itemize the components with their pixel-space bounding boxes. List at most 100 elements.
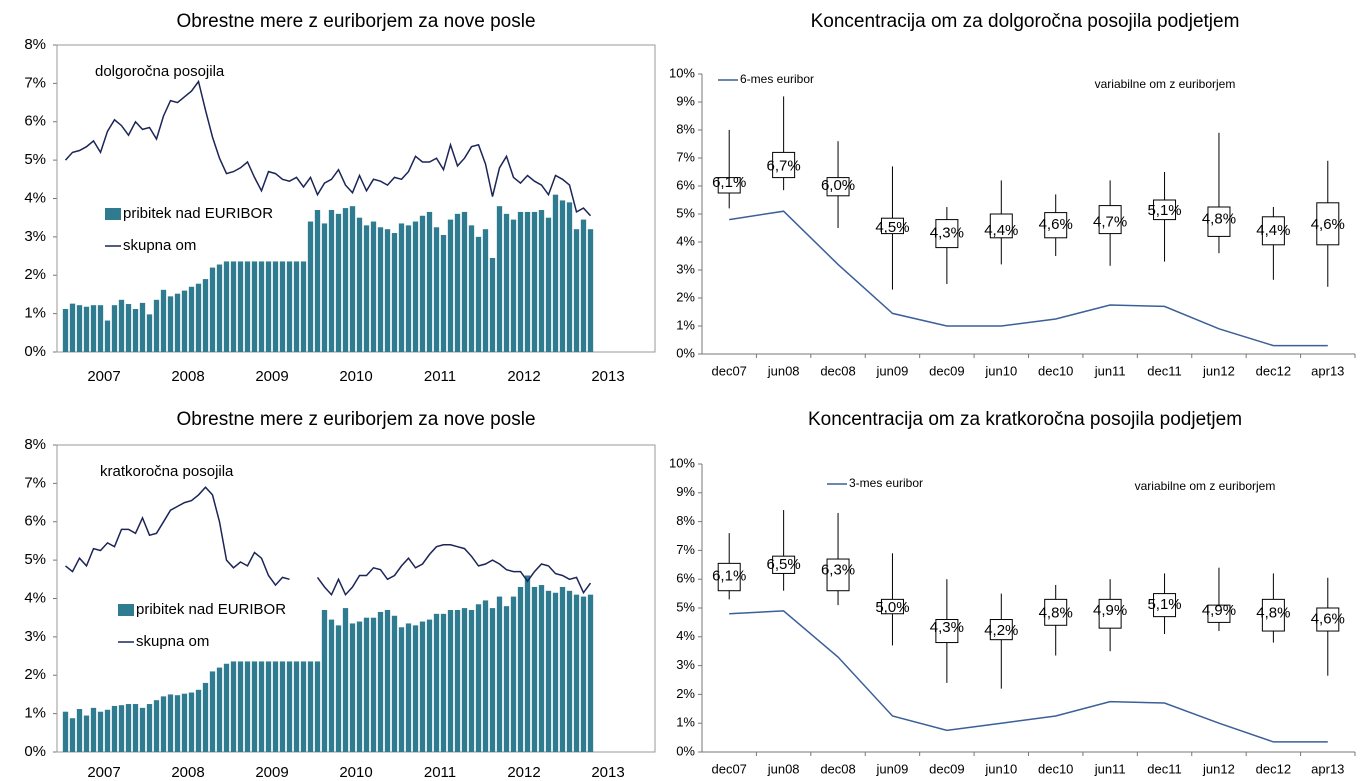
x-tick-label: apr13	[1311, 363, 1344, 378]
bar	[181, 693, 188, 752]
bar	[566, 590, 573, 752]
bar	[146, 314, 153, 352]
bar	[90, 305, 97, 352]
y-tick-label: 2%	[24, 266, 46, 283]
bar	[328, 619, 335, 752]
bar	[356, 217, 363, 352]
bar	[475, 236, 482, 352]
x-tick-label: dec08	[820, 761, 855, 776]
x-tick-label: 2010	[339, 368, 372, 385]
box	[880, 598, 904, 615]
x-tick-label: 2009	[255, 764, 288, 781]
x-tick-label: 2012	[507, 368, 540, 385]
box	[1316, 202, 1340, 246]
bar	[524, 575, 531, 752]
bar	[419, 621, 426, 752]
median-label: 4,4%	[1256, 222, 1290, 239]
bar	[482, 600, 489, 752]
bar	[363, 225, 370, 352]
bar	[510, 219, 517, 352]
bar	[216, 667, 223, 752]
x-tick-label: dec07	[711, 761, 746, 776]
annotation: dolgoročna posojila	[95, 63, 225, 80]
bar	[552, 592, 559, 752]
x-tick-label: 2012	[507, 764, 540, 781]
bar	[209, 267, 216, 352]
bar	[398, 223, 405, 352]
y-tick-label: 1%	[676, 317, 695, 332]
bar	[307, 221, 314, 352]
bar	[62, 711, 69, 752]
bar	[524, 211, 531, 352]
y-tick-label: 0%	[24, 343, 46, 360]
line	[729, 210, 1328, 347]
median-label: 4,8%	[1039, 605, 1073, 622]
y-tick-label: 8%	[676, 121, 695, 136]
bar	[230, 661, 237, 752]
chart-title: Obrestne mere z euriborjem za nove posle	[176, 11, 536, 32]
bar	[370, 221, 377, 352]
bar	[447, 610, 454, 752]
annotation: kratkoročna posojila	[100, 463, 234, 480]
legend-label: pribitek nad EURIBOR	[123, 205, 273, 222]
bar	[335, 213, 342, 352]
bar	[237, 261, 244, 352]
bar	[188, 286, 195, 352]
y-tick-label: 2%	[676, 686, 695, 701]
bar	[531, 586, 538, 752]
bar	[482, 229, 489, 352]
median-label: 5,1%	[1147, 202, 1181, 219]
bar	[503, 606, 510, 752]
bar	[538, 585, 545, 752]
bar	[349, 623, 356, 752]
bar	[83, 306, 90, 352]
bar	[62, 309, 69, 352]
x-tick-label: jun08	[767, 761, 800, 776]
y-tick-label: 10%	[669, 455, 695, 470]
bar	[489, 608, 496, 752]
box	[826, 558, 850, 592]
bar	[342, 208, 349, 352]
y-tick-label: 3%	[676, 657, 695, 672]
bar	[97, 305, 104, 352]
y-tick-label: 1%	[24, 305, 46, 322]
x-tick-label: dec09	[929, 761, 964, 776]
bar	[538, 210, 545, 352]
legend-swatch	[118, 604, 134, 616]
bar	[552, 194, 559, 352]
box	[717, 562, 741, 592]
bar	[328, 210, 335, 352]
bar	[174, 695, 181, 752]
x-tick-label: jun09	[876, 363, 909, 378]
y-tick-label: 6%	[24, 113, 46, 130]
median-label: 4,6%	[1311, 216, 1345, 233]
bar	[265, 661, 272, 752]
bar	[356, 621, 363, 752]
box	[1098, 205, 1122, 235]
x-tick-label: 2011	[424, 368, 456, 385]
bar	[531, 211, 538, 352]
box	[1098, 598, 1122, 629]
y-tick-label: 0%	[676, 743, 695, 758]
y-tick-label: 7%	[676, 149, 695, 164]
y-tick-label: 5%	[676, 599, 695, 614]
legend-label: skupna om	[123, 237, 196, 254]
bar	[314, 661, 321, 752]
bar	[258, 661, 265, 752]
annotation: variabilne om z euriborjem	[1095, 77, 1236, 91]
bar	[391, 233, 398, 352]
bar	[475, 604, 482, 752]
legend-label: 3-mes euribor	[849, 476, 923, 490]
y-tick-label: 0%	[676, 345, 695, 360]
bar	[349, 206, 356, 352]
bar	[111, 705, 118, 752]
median-label: 6,0%	[821, 177, 855, 194]
bar	[321, 610, 328, 752]
x-tick-label: dec12	[1256, 761, 1291, 776]
bar	[258, 261, 265, 352]
bar	[153, 299, 160, 352]
x-tick-label: jun12	[1202, 761, 1235, 776]
median-label: 4,2%	[984, 622, 1018, 639]
bar	[174, 293, 181, 352]
